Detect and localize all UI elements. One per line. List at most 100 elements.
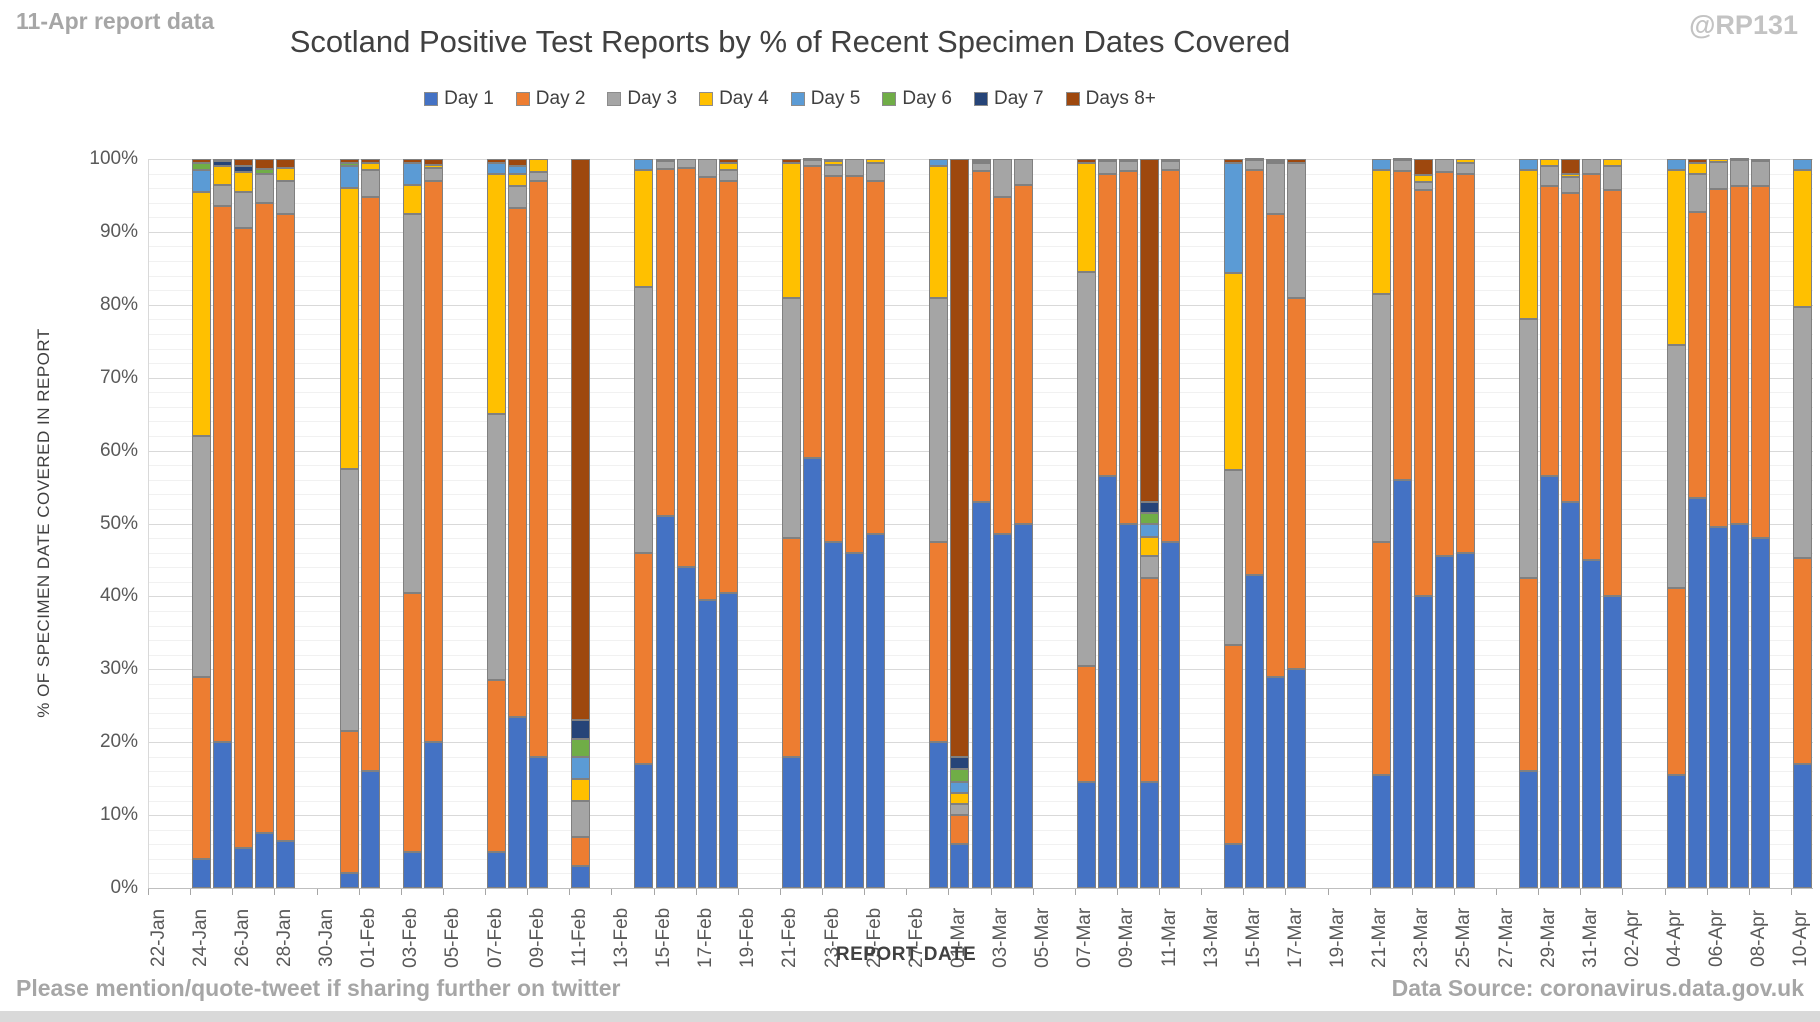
segment-day-2 (360, 196, 380, 772)
segment-day-1 (1076, 782, 1096, 888)
segment-day-1 (1519, 771, 1539, 888)
segment-day-6 (950, 769, 970, 783)
segment-days-8+ (971, 158, 991, 161)
x-tick-label: 19-Feb (737, 907, 759, 969)
x-tick-label: 15-Mar (1242, 907, 1264, 969)
x-tick-mark (1664, 889, 1666, 895)
legend-swatch-icon (1065, 92, 1080, 106)
y-tick-label: 100% (89, 148, 138, 169)
x-tick-label: 30-Jan (316, 908, 338, 968)
bar-08-Apr (1750, 158, 1770, 888)
x-tick-mark (779, 889, 781, 895)
x-tick-mark (1748, 889, 1750, 895)
x-tick-mark (1496, 889, 1498, 895)
segment-day-2 (1729, 185, 1749, 524)
segment-day-6 (192, 162, 212, 170)
x-tick-label: 27-Mar (1495, 907, 1517, 969)
segment-day-4 (971, 160, 991, 164)
bar-01-Feb (360, 159, 380, 888)
x-tick-mark (1074, 889, 1076, 895)
segment-days-8+ (718, 159, 738, 163)
bar-04-Apr (1666, 159, 1686, 888)
bar-05-Apr (1687, 159, 1707, 888)
segment-day-2 (1666, 588, 1686, 776)
segment-day-2 (1561, 193, 1581, 502)
bar-08-Feb (508, 159, 528, 888)
segment-day-7 (213, 161, 233, 167)
segment-day-2 (508, 207, 528, 717)
chart-title: Scotland Positive Test Reports by % of R… (289, 24, 1291, 59)
x-tick-label: 03-Feb (400, 907, 422, 969)
segment-day-3 (1687, 173, 1707, 213)
x-tick-label: 17-Feb (695, 907, 717, 969)
segment-day-3 (866, 162, 886, 181)
segment-day-2 (697, 177, 717, 601)
segment-days-8+ (1076, 159, 1096, 163)
segment-day-5 (634, 159, 654, 170)
x-tick-mark (1369, 889, 1371, 895)
x-tick-mark (1538, 889, 1540, 895)
segment-day-3 (1118, 161, 1138, 171)
legend-label: Day 3 (627, 88, 678, 109)
segment-day-1 (423, 742, 443, 888)
y-tick-label: 50% (99, 512, 138, 534)
segment-days-8+ (1750, 158, 1770, 161)
window-edge-strip (0, 1011, 1820, 1022)
bar-01-Mar (950, 159, 970, 888)
segment-days-8+ (1097, 159, 1117, 162)
segment-day-5 (192, 169, 212, 192)
segment-day-3 (1413, 182, 1433, 190)
x-tick-mark (1327, 889, 1329, 895)
segment-day-3 (360, 169, 380, 197)
segment-day-3 (402, 213, 422, 593)
segment-day-3 (192, 436, 212, 677)
bar-25-Mar (1455, 159, 1475, 888)
x-tick-label: 01-Mar (947, 907, 969, 969)
segment-day-1 (1161, 541, 1181, 888)
segment-day-2 (402, 592, 422, 852)
segment-day-1 (1561, 501, 1581, 888)
bar-14-Mar (1224, 159, 1244, 888)
segment-day-4 (508, 173, 528, 186)
segment-day-3 (1392, 160, 1412, 172)
x-tick-mark (695, 889, 697, 895)
segment-day-2 (1792, 557, 1812, 765)
x-tick-mark (400, 889, 402, 895)
bar-16-Mar (1266, 158, 1286, 888)
y-tick-label: 30% (99, 658, 138, 680)
y-tick-label: 60% (99, 439, 138, 461)
bar-22-Feb (802, 158, 822, 888)
segment-days-8+ (339, 159, 359, 163)
x-tick-mark (1285, 889, 1287, 895)
segment-day-1 (234, 847, 254, 888)
x-tick-label: 11-Feb (568, 908, 590, 968)
segment-day-1 (1666, 775, 1686, 888)
segment-day-1 (1792, 764, 1812, 888)
segment-day-4 (1455, 159, 1475, 163)
segment-day-2 (1519, 578, 1539, 772)
segment-day-3 (1792, 307, 1812, 558)
segment-day-2 (655, 168, 675, 517)
segment-days-8+ (781, 159, 801, 163)
bar-15-Feb (655, 159, 675, 888)
segment-day-4 (234, 172, 254, 192)
segment-day-1 (360, 771, 380, 888)
segment-day-1 (255, 833, 275, 888)
segment-day-3 (971, 163, 991, 171)
segment-day-3 (1455, 162, 1475, 174)
segment-day-4 (781, 162, 801, 298)
x-tick-label: 29-Mar (1537, 907, 1559, 969)
x-tick-mark (1116, 889, 1118, 895)
bar-11-Feb (571, 159, 591, 888)
segment-day-1 (1245, 574, 1265, 888)
segment-day-1 (1392, 479, 1412, 888)
x-tick-mark (316, 889, 318, 895)
segment-day-4 (487, 173, 507, 415)
segment-days-8+ (1224, 159, 1244, 163)
segment-days-8+ (423, 159, 443, 165)
segment-day-2 (571, 836, 591, 867)
x-tick-mark (1706, 889, 1708, 895)
x-tick-mark (1790, 889, 1792, 895)
x-tick-label: 05-Feb (442, 907, 464, 969)
bar-06-Apr (1708, 159, 1728, 888)
